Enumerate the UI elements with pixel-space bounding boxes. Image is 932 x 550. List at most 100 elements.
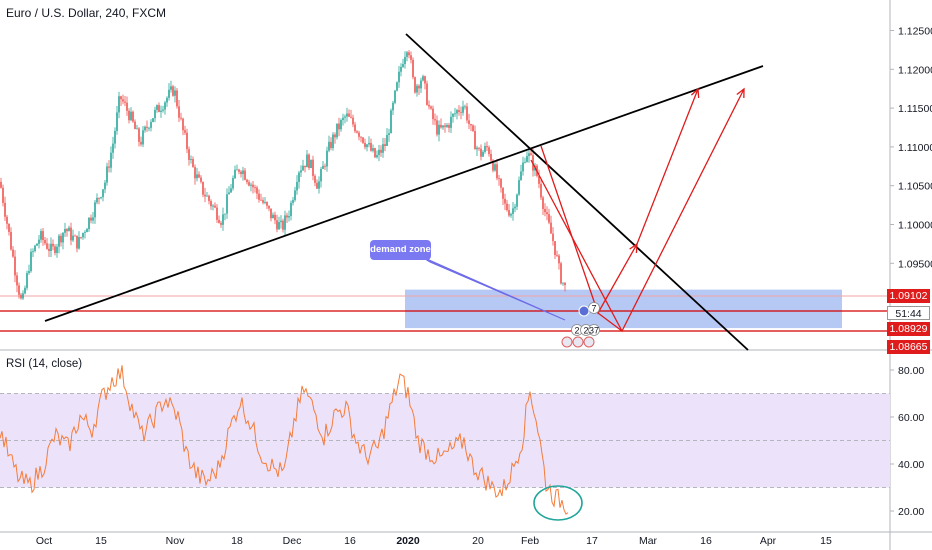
- event-marker-label: 2: [583, 326, 588, 336]
- candle-body: [338, 123, 340, 130]
- candle-body: [404, 56, 406, 64]
- candle-body: [266, 201, 268, 206]
- time-tick-label: Nov: [166, 535, 185, 547]
- time-tick-label: 15: [820, 535, 832, 547]
- candle-body: [70, 227, 72, 241]
- candle-body: [174, 90, 176, 96]
- candle-body: [380, 149, 382, 153]
- candle-body: [144, 126, 146, 131]
- time-tick-label: 20: [472, 535, 484, 547]
- candle-body: [232, 178, 234, 189]
- candle-body: [92, 217, 94, 221]
- candle-body: [458, 110, 460, 112]
- arrow-head: [629, 242, 638, 254]
- candle-body: [530, 153, 532, 156]
- candle-body: [18, 285, 20, 295]
- candle-body: [46, 243, 48, 249]
- price-tick-label: 1.12000: [898, 64, 932, 76]
- candle-body: [394, 90, 396, 103]
- candle-body: [222, 214, 224, 225]
- candle-body: [392, 102, 394, 111]
- candle-body: [318, 181, 320, 189]
- candle-body: [210, 200, 212, 207]
- candle-body: [188, 149, 190, 160]
- demand-zone-callout[interactable]: demand zone: [370, 240, 431, 260]
- candle-body: [72, 235, 74, 241]
- candle-body: [10, 232, 12, 250]
- candle-body: [54, 246, 56, 253]
- candle-body: [108, 166, 110, 168]
- candle-body: [288, 216, 290, 218]
- candle-body: [366, 144, 368, 148]
- countdown-tag: 51:44: [887, 306, 930, 320]
- candle-body: [66, 228, 68, 232]
- zone-top-tag: 1.08929: [887, 322, 930, 336]
- candle-body: [544, 208, 546, 213]
- candle-body: [146, 126, 148, 128]
- candle-body: [76, 235, 78, 249]
- candle-body: [238, 169, 240, 172]
- candle-body: [312, 159, 314, 176]
- rsi-title[interactable]: RSI (14, close): [6, 358, 83, 370]
- candle-body: [274, 214, 276, 221]
- candle-body: [142, 130, 144, 145]
- candle-body: [158, 105, 160, 112]
- price-tick-label: 1.09500: [898, 258, 932, 270]
- candle-body: [252, 184, 254, 188]
- candle-body: [296, 181, 298, 191]
- flag-marker: [583, 336, 595, 348]
- candle-body: [490, 154, 492, 161]
- candle-body: [98, 197, 100, 199]
- candle-body: [84, 232, 86, 233]
- candle-body: [176, 90, 178, 107]
- candle-body: [410, 55, 412, 60]
- symbol-title[interactable]: Euro / U.S. Dollar, 240, FXCM: [6, 6, 167, 20]
- candle-body: [250, 184, 252, 186]
- candle-body: [522, 162, 524, 172]
- candle-body: [370, 142, 372, 151]
- candle-body: [0, 181, 2, 188]
- candle-body: [454, 113, 456, 115]
- candle-body: [442, 125, 444, 128]
- candle-body: [496, 164, 498, 179]
- candle-body: [160, 110, 162, 112]
- demand-zone-box: [405, 289, 842, 329]
- candle-body: [320, 168, 322, 182]
- candle-body: [480, 148, 482, 157]
- candle-body: [456, 110, 458, 114]
- candle-body: [330, 141, 332, 149]
- candle-body: [168, 89, 170, 98]
- candle-body: [400, 66, 402, 72]
- candle-body: [376, 155, 378, 158]
- candle-body: [50, 243, 52, 251]
- candle-body: [16, 275, 18, 286]
- candle-body: [282, 220, 284, 230]
- candle-body: [134, 121, 136, 130]
- candle-body: [344, 116, 346, 118]
- candle-body: [206, 195, 208, 197]
- candle-body: [202, 181, 204, 195]
- candle-body: [216, 207, 218, 220]
- candle-body: [156, 105, 158, 110]
- candle-body: [414, 77, 416, 93]
- candle-body: [102, 189, 104, 198]
- candle-body: [244, 170, 246, 180]
- candle-body: [340, 119, 342, 130]
- candle-body: [382, 144, 384, 153]
- candle-body: [200, 177, 202, 182]
- candle-body: [130, 111, 132, 121]
- candle-body: [446, 124, 448, 127]
- candle-body: [466, 106, 468, 121]
- candle-body: [194, 167, 196, 179]
- candle-body: [438, 124, 440, 135]
- candle-body: [494, 164, 496, 171]
- candle-body: [286, 215, 288, 218]
- candle-body: [128, 110, 130, 121]
- price-tick-label: 1.11000: [898, 142, 932, 154]
- candle-body: [248, 182, 250, 186]
- candle-body: [154, 109, 156, 119]
- time-tick-label: 16: [344, 535, 356, 547]
- candle-body: [342, 117, 344, 120]
- candle-body: [234, 169, 236, 179]
